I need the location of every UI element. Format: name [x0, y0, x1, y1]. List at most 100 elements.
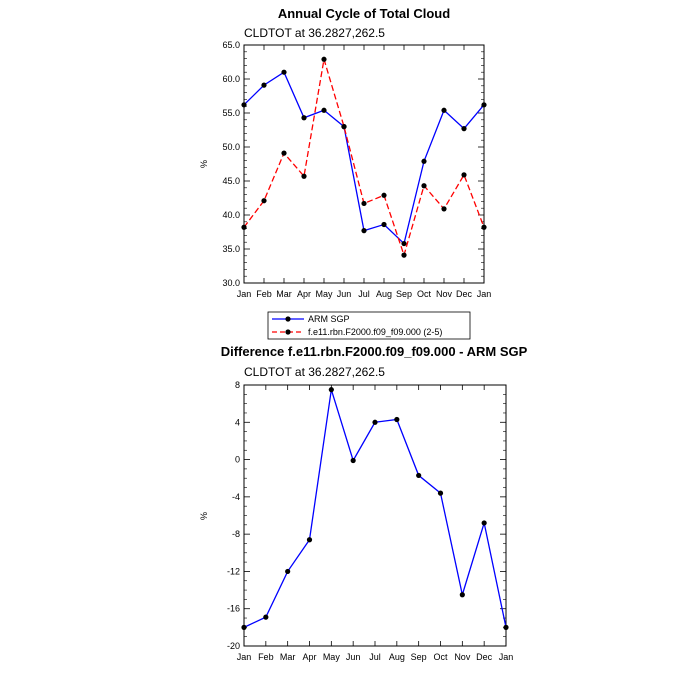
chart-bottom-xtick-label: May: [323, 652, 341, 662]
chart-top-series-0-line: [243, 71, 485, 245]
chart-bottom-series-0-point: [306, 537, 313, 543]
chart-bottom-series-0-point: [394, 416, 400, 423]
chart-bottom-ytick-label: 4: [235, 417, 240, 427]
chart-top-series-1-point: [441, 206, 447, 212]
chart-top-ytick-label: 35.0: [222, 244, 240, 254]
chart-bottom-xtick-label: Oct: [433, 652, 448, 662]
chart-top-xtick-label: May: [315, 289, 333, 299]
chart-top-series-0-point: [401, 240, 407, 247]
chart-bottom-series-0-point: [328, 387, 334, 393]
chart-bottom-ytick-label: -20: [227, 641, 240, 651]
chart-bottom-ytick-label: -16: [227, 604, 240, 614]
chart-top-series-1-point: [481, 224, 487, 230]
chart-top-xtick-label: Feb: [256, 289, 272, 299]
chart-bottom-xtick-label: Apr: [302, 652, 316, 662]
chart-top-series-0-point: [461, 126, 467, 132]
chart-top: Annual Cycle of Total Cloud CLDTOT at 36…: [199, 6, 491, 340]
chart-top-legend: ARM SGP f.e11.rbn.F2000.f09_f09.000 (2-5…: [267, 311, 471, 340]
chart-top-ytick-label: 65.0: [222, 40, 240, 50]
chart-bottom-series-0-line: [243, 389, 507, 628]
chart-bottom-series-0-point: [372, 419, 378, 425]
legend-label-arm-sgp: ARM SGP: [308, 314, 350, 324]
chart-top-ytick-label: 55.0: [222, 108, 240, 118]
chart-top-series-1-line: [243, 59, 485, 258]
chart-top-ticks: Jan Feb Mar Apr May Jun Jul Aug Sep Oct Nov Dec Jan3…: [222, 40, 491, 299]
chart-top-series: [241, 56, 487, 258]
chart-top-subtitle: CLDTOT at 36.2827,262.5: [244, 26, 385, 40]
chart-top-series-0-point: [261, 82, 267, 88]
chart-top-series-1-point: [341, 124, 347, 130]
chart-top-ytick-label: 50.0: [222, 142, 240, 152]
chart-top-ytick-label: 60.0: [222, 74, 240, 84]
chart-top-xtick-label: Mar: [276, 289, 292, 299]
chart-bottom-xtick-label: Jan: [499, 652, 514, 662]
chart-top-series-1-point: [421, 183, 427, 189]
chart-top-xtick-label: Jan: [237, 289, 252, 299]
chart-top-series-1-point: [301, 173, 307, 179]
chart-bottom-series-0-point: [503, 624, 509, 630]
chart-top-series-0-point: [241, 102, 247, 108]
chart-bottom-ytick-label: -8: [232, 529, 240, 539]
chart-top-ylabel: %: [199, 160, 209, 168]
chart-top-xtick-label: Jun: [337, 289, 352, 299]
chart-top-series-0-point: [381, 221, 387, 228]
chart-top-series-1-point: [281, 150, 287, 156]
chart-top-xtick-label: Jul: [358, 289, 370, 299]
chart-bottom-xtick-label: Aug: [389, 652, 405, 662]
chart-bottom-xtick-label: Jan: [237, 652, 252, 662]
chart-top-series-1-point: [361, 200, 367, 207]
chart-top-xtick-label: Sep: [396, 289, 412, 299]
chart-top-xtick-label: Dec: [456, 289, 473, 299]
chart-bottom-subtitle: CLDTOT at 36.2827,262.5: [244, 365, 385, 379]
chart-bottom-xtick-label: Mar: [280, 652, 296, 662]
chart-bottom-series-0-point: [459, 592, 465, 598]
chart-top-series-1-point: [261, 198, 267, 204]
chart-top-series-0-point: [321, 107, 327, 113]
chart-top-ytick-label: 45.0: [222, 176, 240, 186]
chart-bottom: Difference f.e11.rbn.F2000.f09_f09.000 -…: [199, 344, 528, 662]
chart-bottom-series: [241, 387, 509, 630]
chart-bottom-xtick-label: Nov: [454, 652, 471, 662]
chart-bottom-ytick-label: 0: [235, 455, 240, 465]
chart-bottom-xtick-label: Sep: [411, 652, 427, 662]
chart-bottom-ytick-label: -12: [227, 566, 240, 576]
chart-top-series-1-point: [401, 252, 407, 258]
chart-bottom-series-0-point: [416, 472, 422, 479]
chart-top-xtick-label: Nov: [436, 289, 453, 299]
chart-bottom-series-0-point: [481, 520, 487, 526]
chart-top-series-0-point: [481, 102, 487, 108]
chart-bottom-ytick-label: 8: [235, 380, 240, 390]
chart-bottom-series-0-point: [437, 490, 444, 496]
chart-bottom-ylabel: %: [199, 512, 209, 520]
chart-bottom-xtick-label: Jun: [346, 652, 361, 662]
chart-top-xtick-label: Aug: [376, 289, 392, 299]
chart-bottom-title: Difference f.e11.rbn.F2000.f09_f09.000 -…: [221, 344, 528, 359]
chart-bottom-xtick-label: Dec: [476, 652, 493, 662]
chart-top-xtick-label: Jan: [477, 289, 492, 299]
legend-marker-arm-sgp: [285, 316, 291, 322]
chart-bottom-xtick-label: Feb: [258, 652, 274, 662]
chart-top-series-0-point: [301, 115, 307, 121]
chart-bottom-ticks: Jan Feb Mar Apr May Jun Jul Aug Sep Oct Nov Dec Jan-…: [227, 380, 513, 662]
chart-bottom-ytick-label: -4: [232, 492, 240, 502]
chart-bottom-series-0-point: [263, 614, 269, 620]
chart-top-ytick-label: 40.0: [222, 210, 240, 220]
chart-top-xtick-label: Apr: [297, 289, 311, 299]
legend-label-model: f.e11.rbn.F2000.f09_f09.000 (2-5): [308, 327, 442, 337]
chart-bottom-series-0-point: [285, 568, 291, 575]
chart-top-series-1-point: [381, 192, 387, 198]
legend-marker-model: [285, 329, 291, 335]
chart-top-series-1-point: [461, 172, 467, 178]
chart-top-ytick-label: 30.0: [222, 278, 240, 288]
chart-bottom-series-0-point: [241, 624, 247, 630]
chart-top-xtick-label: Oct: [417, 289, 432, 299]
chart-top-series-0-point: [361, 228, 367, 234]
chart-bottom-xtick-label: Jul: [369, 652, 381, 662]
chart-top-series-0-point: [441, 107, 447, 113]
legend-frame: [267, 311, 471, 340]
chart-top-title: Annual Cycle of Total Cloud: [278, 6, 450, 21]
chart-top-series-0-point: [421, 158, 427, 164]
chart-top-series-0-point: [281, 69, 287, 75]
chart-bottom-series-0-point: [350, 457, 356, 464]
